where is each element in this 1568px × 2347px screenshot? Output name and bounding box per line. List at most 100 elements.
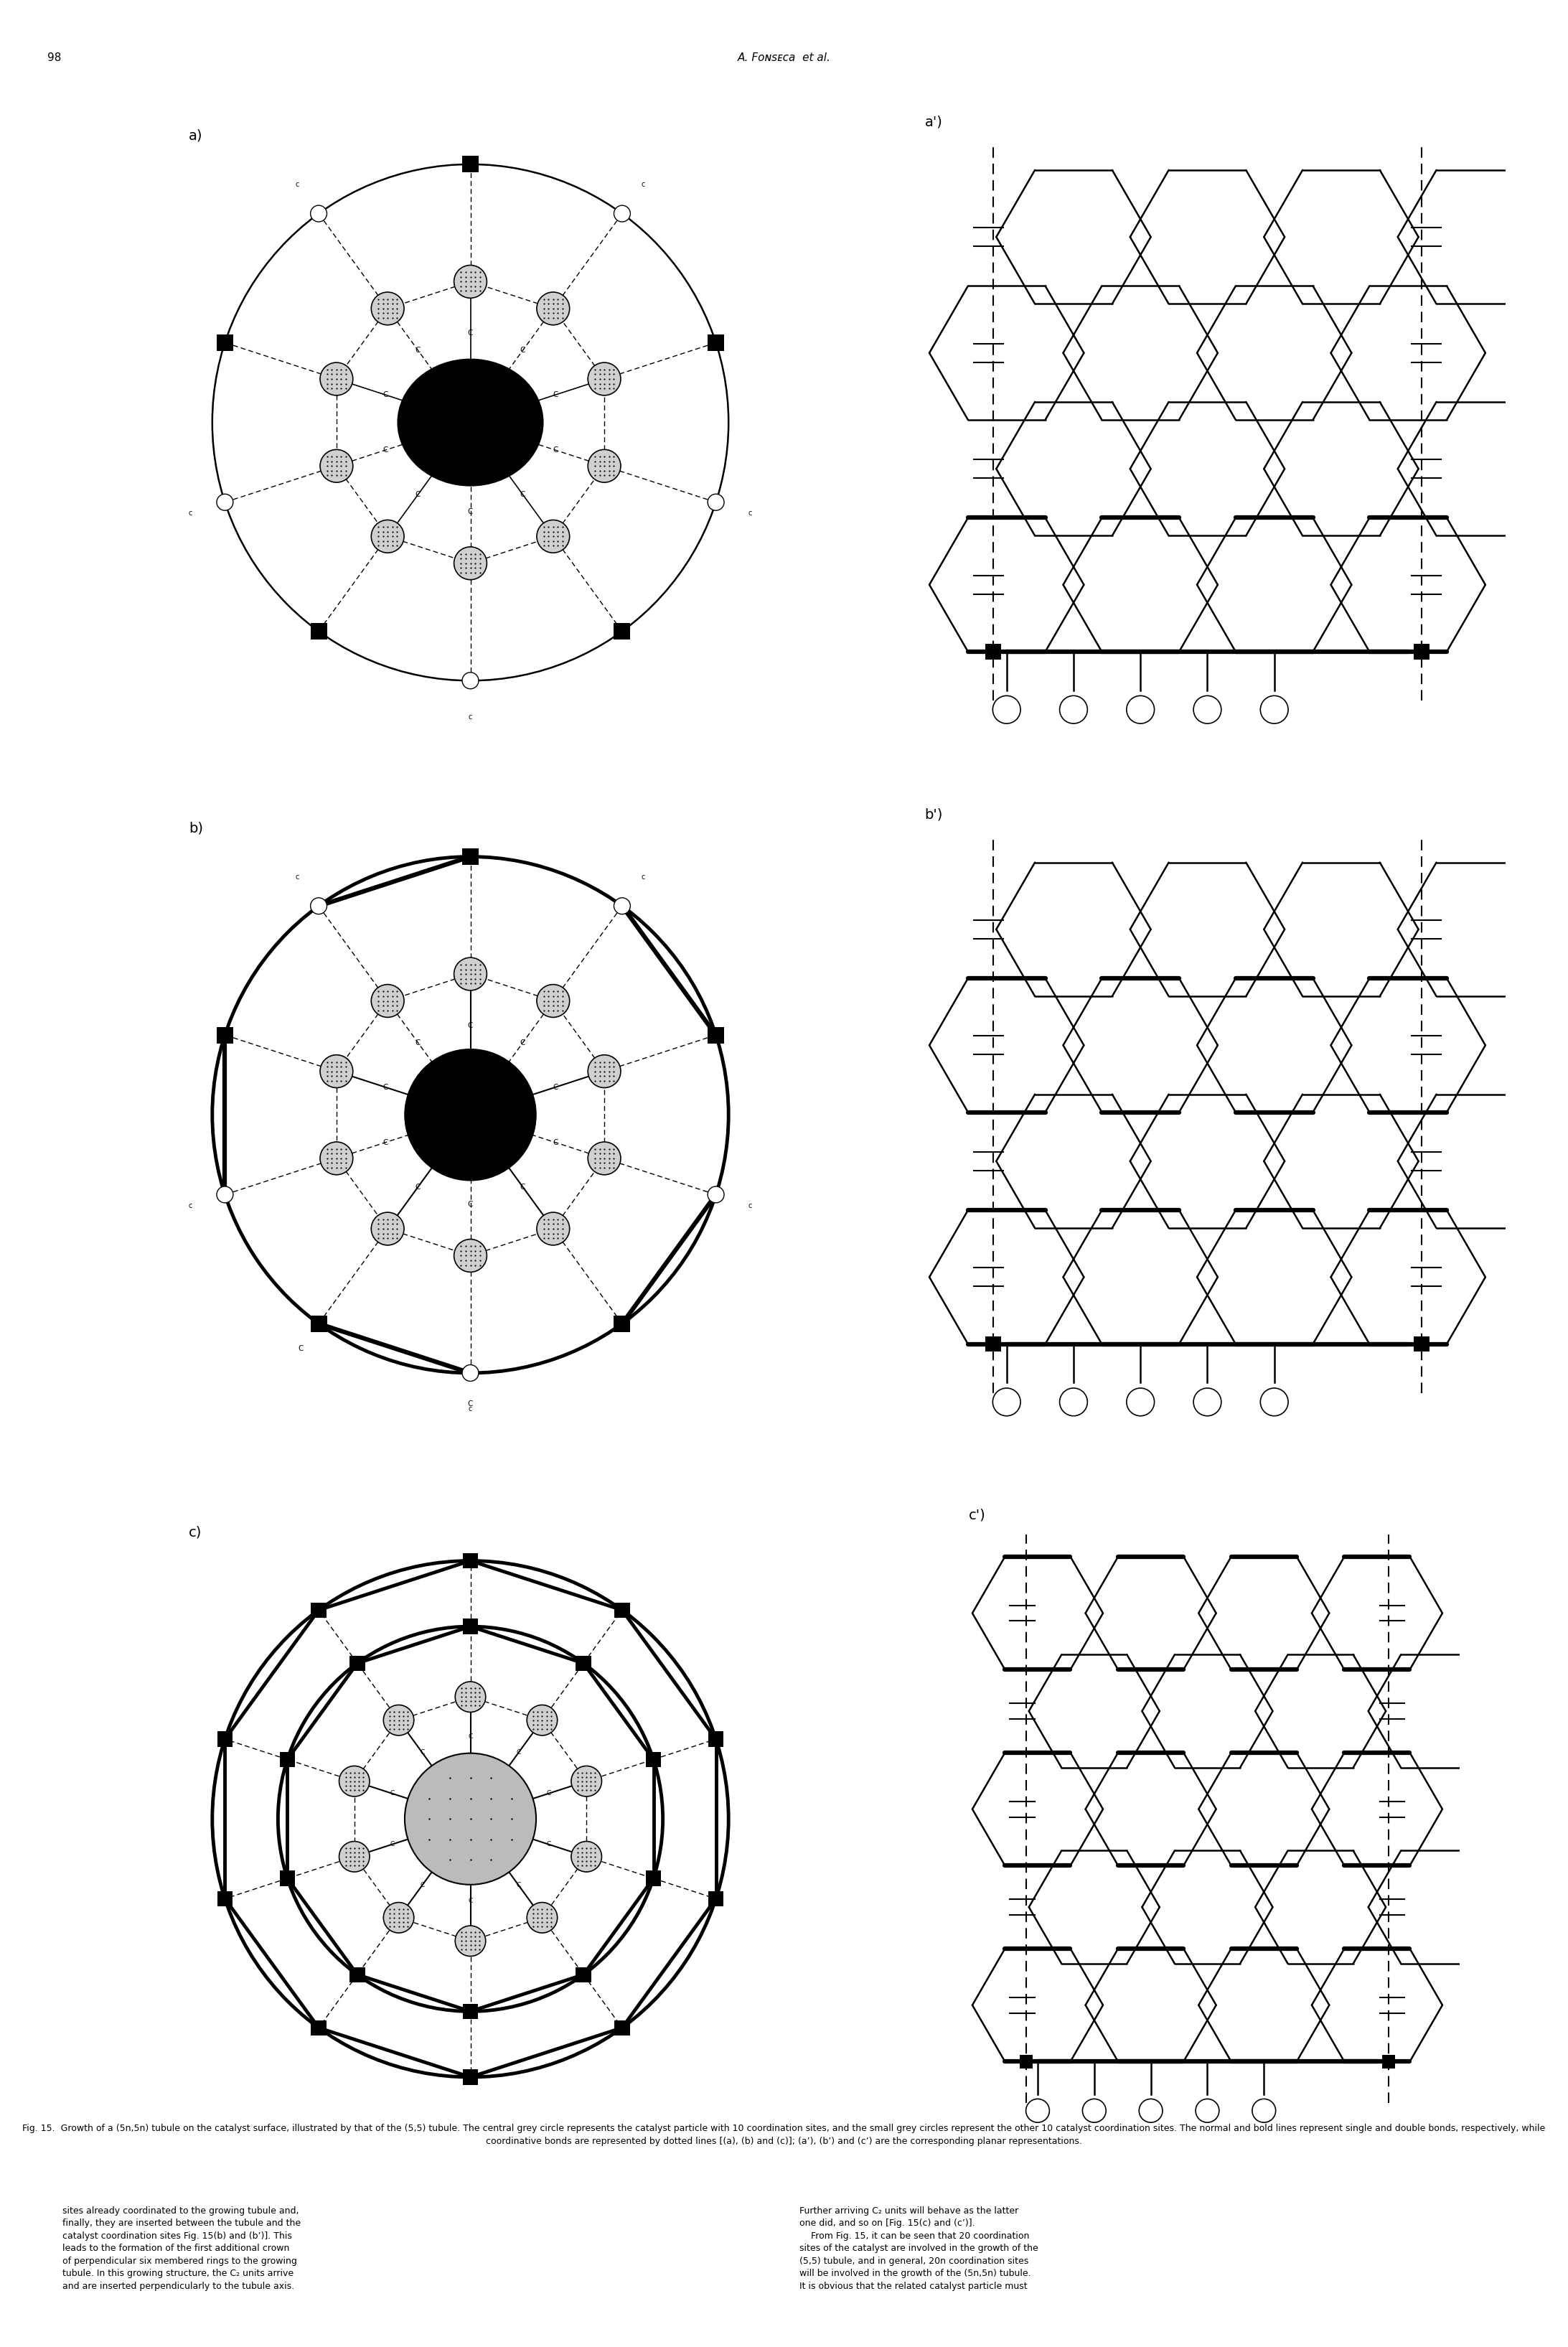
Text: C: C — [546, 1840, 550, 1847]
Text: C: C — [383, 1138, 389, 1145]
Circle shape — [463, 1366, 478, 1380]
Circle shape — [372, 291, 405, 324]
Circle shape — [527, 1903, 557, 1934]
Circle shape — [571, 1765, 602, 1795]
Text: C: C — [516, 1882, 521, 1889]
Text: C: C — [552, 446, 558, 453]
Bar — [575, 1967, 591, 1983]
Circle shape — [455, 1925, 486, 1957]
Circle shape — [1060, 1387, 1088, 1415]
Circle shape — [1193, 1387, 1221, 1415]
Circle shape — [320, 361, 353, 394]
Text: C: C — [521, 1040, 525, 1047]
Bar — [646, 1871, 662, 1887]
Text: C: C — [416, 491, 420, 498]
Circle shape — [339, 1842, 370, 1873]
Bar — [709, 1732, 723, 1746]
Text: c: c — [469, 713, 472, 721]
Text: C: C — [467, 507, 474, 516]
Bar — [310, 2021, 326, 2035]
Bar — [216, 336, 234, 352]
Text: C: C — [469, 1734, 472, 1739]
Text: C: C — [416, 1040, 420, 1047]
Circle shape — [1025, 2098, 1049, 2122]
Bar — [615, 1314, 630, 1331]
Circle shape — [455, 1239, 486, 1272]
Circle shape — [372, 521, 405, 554]
Text: C: C — [383, 392, 389, 399]
Text: C: C — [467, 1401, 474, 1408]
Text: C: C — [390, 1791, 395, 1798]
Text: C: C — [420, 1749, 425, 1756]
Text: C: C — [416, 1183, 420, 1190]
Circle shape — [536, 291, 569, 324]
Circle shape — [588, 1054, 621, 1087]
Text: c: c — [295, 181, 299, 188]
Text: C: C — [552, 1084, 558, 1091]
Bar — [1414, 1335, 1428, 1352]
Bar — [575, 1655, 591, 1671]
Circle shape — [372, 983, 405, 1016]
Bar — [463, 1554, 478, 1568]
Circle shape — [1126, 695, 1154, 723]
Circle shape — [1196, 2098, 1218, 2122]
Bar — [463, 155, 478, 171]
Text: C: C — [546, 1791, 550, 1798]
Circle shape — [310, 207, 326, 223]
Circle shape — [588, 1143, 621, 1176]
Bar — [463, 850, 478, 866]
Circle shape — [455, 547, 486, 580]
Text: b): b) — [188, 821, 204, 836]
Bar — [646, 1751, 662, 1767]
Circle shape — [405, 1049, 536, 1181]
Circle shape — [320, 1143, 353, 1176]
Text: A. Fᴏɴsᴇᴄa  et al.: A. Fᴏɴsᴇᴄa et al. — [737, 52, 831, 63]
Text: c: c — [641, 181, 646, 188]
Text: Further arriving C₂ units will behave as the latter
one did, and so on [Fig. 15(: Further arriving C₂ units will behave as… — [800, 2206, 1038, 2291]
Bar — [463, 1619, 478, 1634]
Text: c: c — [748, 509, 753, 516]
Circle shape — [320, 451, 353, 483]
Bar — [279, 1751, 295, 1767]
Text: C: C — [383, 1084, 389, 1091]
Circle shape — [536, 521, 569, 554]
Circle shape — [455, 265, 486, 298]
Circle shape — [707, 1185, 724, 1202]
Bar — [310, 1314, 326, 1331]
Text: C: C — [416, 347, 420, 354]
Bar — [709, 1892, 723, 1906]
Circle shape — [993, 695, 1021, 723]
Bar — [310, 622, 326, 638]
Text: C: C — [469, 1899, 472, 1903]
Text: c: c — [469, 1406, 472, 1413]
Circle shape — [1193, 695, 1221, 723]
Text: c): c) — [188, 1526, 202, 1540]
Circle shape — [588, 451, 621, 483]
Circle shape — [320, 1054, 353, 1087]
Bar — [615, 622, 630, 638]
Circle shape — [588, 361, 621, 394]
Text: C: C — [390, 1840, 395, 1847]
Circle shape — [216, 1185, 234, 1202]
Circle shape — [384, 1704, 414, 1734]
Circle shape — [455, 958, 486, 990]
Circle shape — [1261, 1387, 1289, 1415]
Circle shape — [571, 1842, 602, 1873]
Bar — [615, 2021, 630, 2035]
Circle shape — [1138, 2098, 1162, 2122]
Bar — [986, 643, 1000, 660]
Circle shape — [339, 1765, 370, 1795]
Bar — [1381, 2056, 1396, 2068]
Circle shape — [310, 899, 326, 915]
Text: c: c — [188, 1202, 193, 1209]
Text: c: c — [295, 873, 299, 880]
Circle shape — [372, 1213, 405, 1246]
Bar — [1019, 2056, 1033, 2068]
Circle shape — [527, 1704, 557, 1734]
Text: c: c — [641, 873, 646, 880]
Circle shape — [1060, 695, 1088, 723]
Bar — [707, 336, 724, 352]
Circle shape — [536, 983, 569, 1016]
Text: c: c — [188, 509, 193, 516]
Bar — [218, 1892, 232, 1906]
